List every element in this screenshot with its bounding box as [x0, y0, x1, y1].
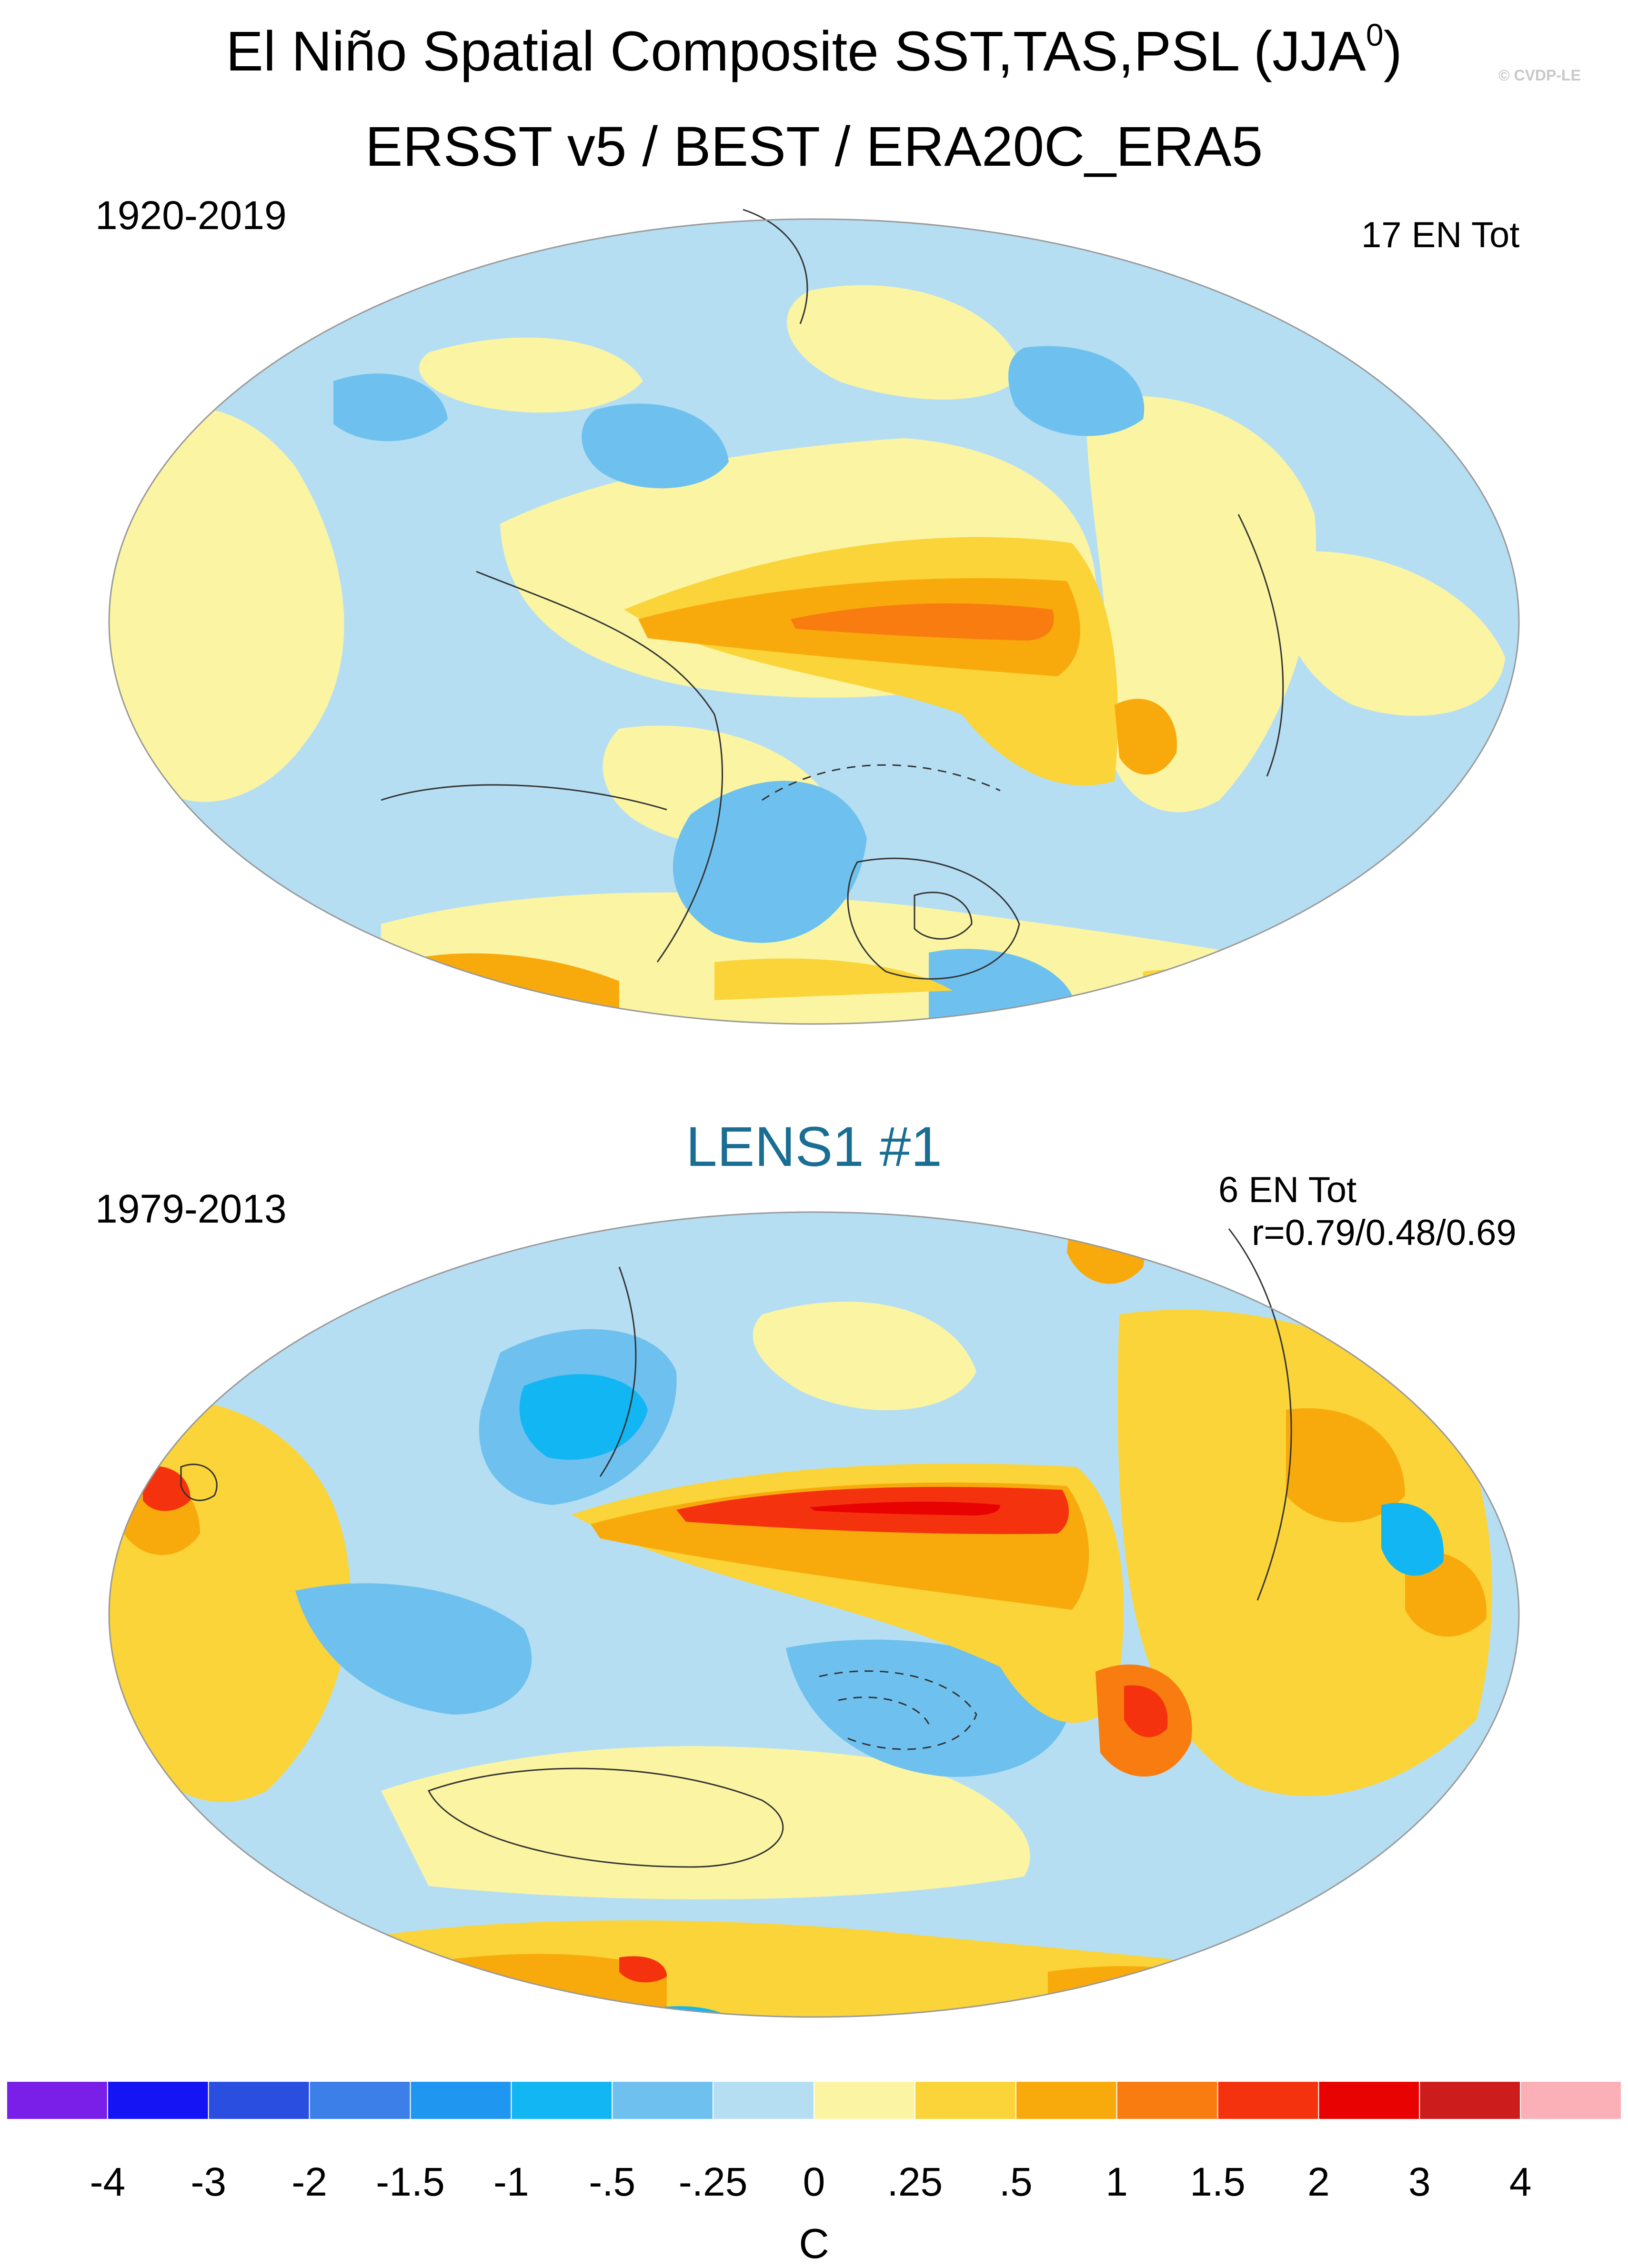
colorbar-tick-label: 2 — [1307, 2159, 1330, 2204]
panel-bottom-event-count: 6 EN Tot — [1218, 1170, 1357, 1210]
colorbar-tick-label: -1 — [493, 2159, 529, 2204]
colorbar-box — [511, 2081, 613, 2120]
anomaly-field-top — [109, 285, 1505, 1024]
colorbar-boxes — [6, 2081, 1622, 2120]
colorbar-box — [1015, 2081, 1117, 2120]
colorbar-tick-label: -2 — [291, 2159, 327, 2204]
colorbar-tick-label: 3 — [1408, 2159, 1431, 2204]
panel-bottom-correlation: r=0.79/0.48/0.69 — [1252, 1213, 1517, 1253]
colorbar-tick-label: 4 — [1509, 2159, 1532, 2204]
map-border — [108, 1211, 1520, 2018]
colorbar-tick-label: 1.5 — [1190, 2159, 1246, 2204]
panel-top-event-count: 17 EN Tot — [1361, 215, 1520, 255]
colorbar-box — [612, 2081, 714, 2120]
psl-contours-bottom — [180, 1228, 1292, 1868]
colorbar-box — [107, 2081, 209, 2120]
colorbar-unit: C — [799, 2220, 829, 2267]
panel-bottom-period: 1979-2013 — [95, 1186, 287, 1231]
figure-title-close: ) — [1383, 20, 1402, 83]
watermark: © CVDP-LE — [1498, 67, 1581, 84]
figure-title: El Niño Spatial Composite SST,TAS,PSL (J… — [0, 19, 1628, 84]
colorbar-tick-label: .25 — [887, 2159, 943, 2204]
colorbar-box — [814, 2081, 915, 2120]
colorbar-box — [1217, 2081, 1319, 2120]
panel-top-title: ERSST v5 / BEST / ERA20C_ERA5 — [365, 115, 1263, 178]
map-model — [108, 1211, 1520, 2018]
colorbar: -4 -3 -2 -1.5 -1 -.5 -.25 0 .25 .5 1 1.5 2 3 4 — [6, 2081, 1622, 2204]
colorbar-box — [1520, 2081, 1622, 2120]
map-border — [108, 218, 1520, 1025]
figure-title-superscript: 0 — [1366, 17, 1384, 52]
enso-tongue-core — [791, 603, 1054, 641]
map-observations — [108, 209, 1520, 1025]
panel-bottom-title: LENS1 #1 — [686, 1115, 942, 1178]
colorbar-box — [1116, 2081, 1218, 2120]
colorbar-box — [410, 2081, 512, 2120]
colorbar-box — [914, 2081, 1016, 2120]
colorbar-box — [1419, 2081, 1521, 2120]
colorbar-tick-label: -4 — [90, 2159, 126, 2204]
panel-top-period: 1920-2019 — [95, 193, 287, 238]
psl-contours-top — [381, 209, 1284, 980]
colorbar-tick-label: -1.5 — [376, 2159, 445, 2204]
colorbar-labels: -4 -3 -2 -1.5 -1 -.5 -.25 0 .25 .5 1 1.5 2 3 4 — [90, 2159, 1532, 2204]
colorbar-box — [713, 2081, 814, 2120]
colorbar-tick-label: 1 — [1105, 2159, 1128, 2204]
colorbar-tick-label: .5 — [999, 2159, 1033, 2204]
colorbar-tick-label: -.5 — [589, 2159, 635, 2204]
colorbar-tick-label: 0 — [803, 2159, 825, 2204]
figure-title-text: El Niño Spatial Composite SST,TAS,PSL (J… — [226, 20, 1366, 83]
colorbar-box — [309, 2081, 411, 2120]
colorbar-box — [6, 2081, 108, 2120]
colorbar-tick-label: -3 — [191, 2159, 226, 2204]
colorbar-tick-label: -.25 — [679, 2159, 748, 2204]
colorbar-box — [1318, 2081, 1420, 2120]
colorbar-box — [208, 2081, 310, 2120]
